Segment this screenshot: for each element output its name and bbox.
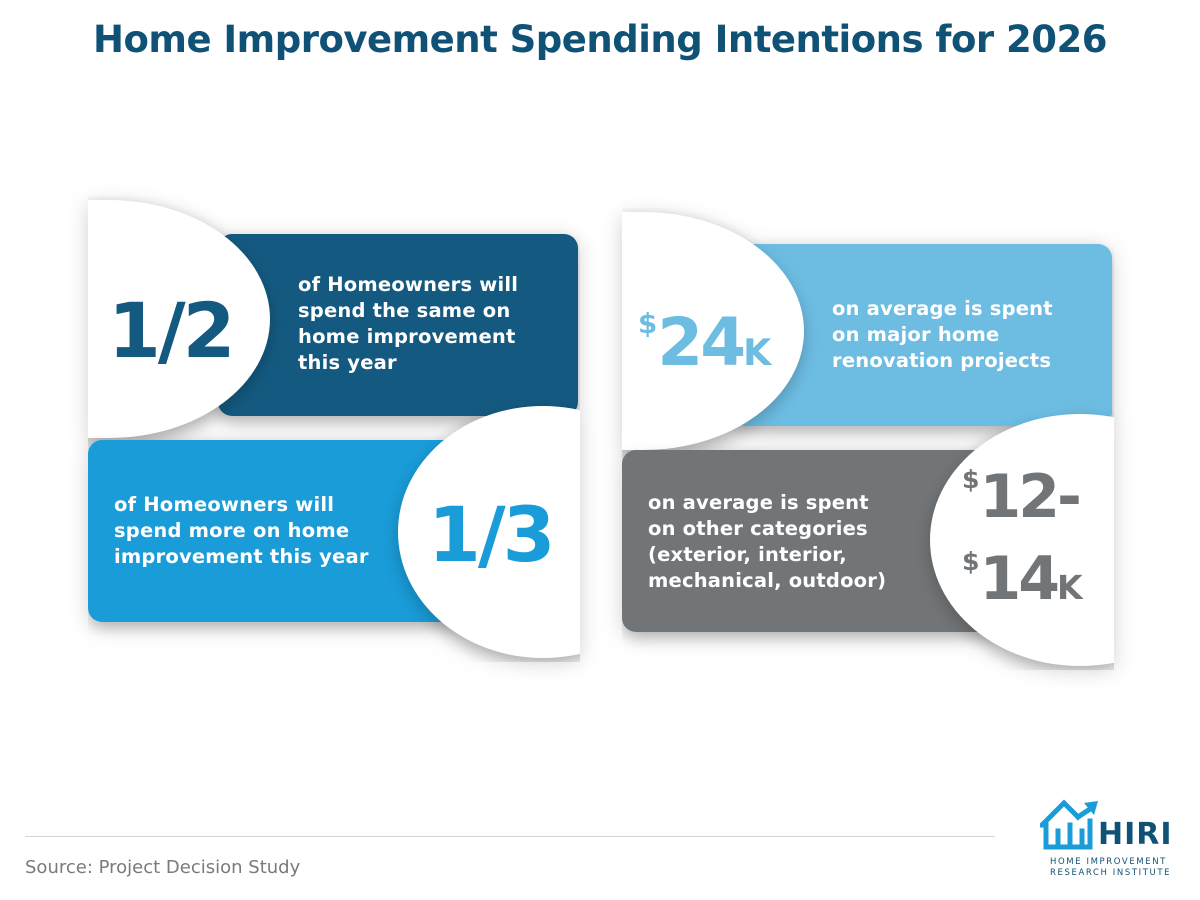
text-line: spend more on home <box>114 519 350 542</box>
text-line: home improvement <box>298 325 516 348</box>
stat-value-third: 1/3 <box>428 490 556 579</box>
stat-value-24k: $24K <box>638 304 771 381</box>
currency-symbol: $ <box>962 546 980 576</box>
currency-symbol: $ <box>962 464 980 494</box>
hiri-logo: HIRI HOME IMPROVEMENT RESEARCH INSTITUTE <box>1040 795 1185 885</box>
stat-card-same-spending: of Homeowners will spend the same on hom… <box>218 234 578 416</box>
text-line: on average is spent <box>832 297 1053 320</box>
text-line: mechanical, outdoor) <box>648 569 887 592</box>
logo-tagline-line2: RESEARCH INSTITUTE <box>1050 868 1172 878</box>
text-line: improvement this year <box>114 545 369 568</box>
text-line: on other categories <box>648 517 868 540</box>
text-line: on average is spent <box>648 491 869 514</box>
text-line: renovation projects <box>832 349 1052 372</box>
value-suffix: K <box>1057 568 1083 607</box>
stat-description: on average is spent on other categories … <box>648 490 948 594</box>
text-line: spend the same on <box>298 299 511 322</box>
stats-panel-left: of Homeowners will spend the same on hom… <box>88 196 580 662</box>
value-number: 14 <box>979 544 1060 614</box>
text-line: of Homeowners will <box>298 273 519 296</box>
stat-description: on average is spent on major home renova… <box>832 296 1102 374</box>
currency-symbol: $ <box>638 306 658 340</box>
page-title: Home Improvement Spending Intentions for… <box>93 18 1108 61</box>
footer-divider <box>25 836 995 837</box>
stat-description: of Homeowners will spend more on home im… <box>114 492 414 570</box>
stat-value-range-start: $12- <box>962 462 1082 532</box>
text-line: (exterior, interior, <box>648 543 847 566</box>
stat-value-half: 1/2 <box>108 286 236 375</box>
stat-value-range-end: $14K <box>962 544 1083 614</box>
stats-panel-right: on average is spent on major home renova… <box>622 208 1114 670</box>
text-line: of Homeowners will <box>114 493 335 516</box>
value-suffix: K <box>743 331 772 374</box>
text-line: on major home <box>832 323 1000 346</box>
value-number: 24 <box>657 304 746 381</box>
logo-wordmark: HIRI <box>1098 817 1173 852</box>
stat-description: of Homeowners will spend the same on hom… <box>298 272 568 376</box>
house-chart-arrow-icon <box>1040 799 1098 850</box>
source-citation: Source: Project Decision Study <box>25 857 301 878</box>
text-line: this year <box>298 351 397 374</box>
logo-tagline-line1: HOME IMPROVEMENT <box>1050 857 1167 867</box>
value-number: 12- <box>979 462 1082 532</box>
